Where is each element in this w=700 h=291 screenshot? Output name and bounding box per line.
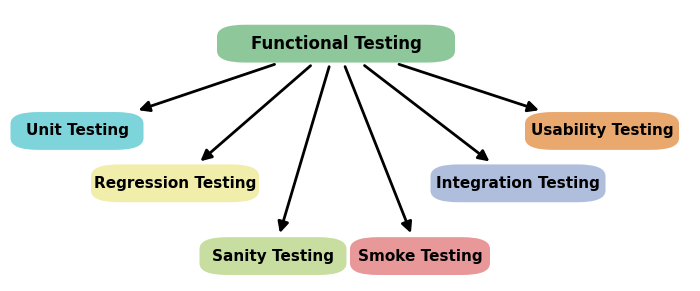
Text: Usability Testing: Usability Testing [531,123,673,139]
FancyBboxPatch shape [10,112,144,150]
FancyBboxPatch shape [525,112,679,150]
Text: Integration Testing: Integration Testing [436,176,600,191]
Text: Functional Testing: Functional Testing [251,35,421,53]
FancyBboxPatch shape [199,237,346,275]
Text: Smoke Testing: Smoke Testing [358,249,482,264]
Text: Regression Testing: Regression Testing [94,176,256,191]
FancyBboxPatch shape [217,25,455,63]
Text: Unit Testing: Unit Testing [25,123,129,139]
FancyBboxPatch shape [91,164,259,202]
FancyBboxPatch shape [350,237,490,275]
FancyBboxPatch shape [430,164,606,202]
Text: Sanity Testing: Sanity Testing [212,249,334,264]
